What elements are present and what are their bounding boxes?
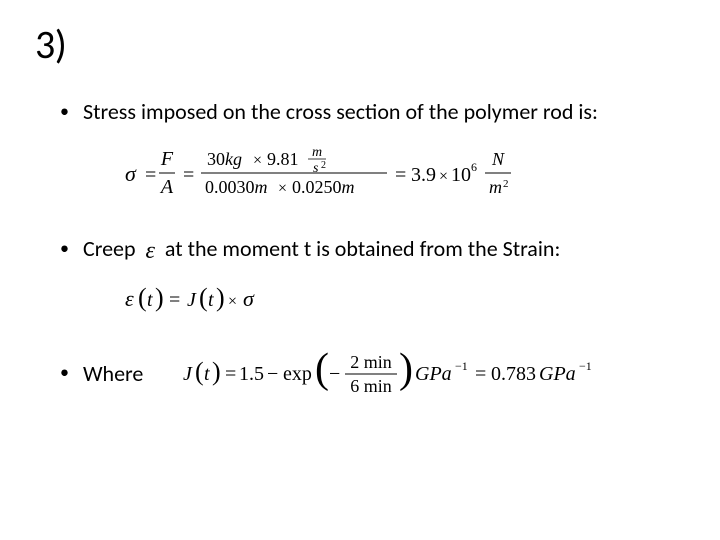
bullet-dot-icon: • bbox=[60, 363, 69, 381]
eq3-inv1: −1 bbox=[455, 359, 468, 373]
svg-text:9.81: 9.81 bbox=[267, 149, 299, 169]
eq3-gpa1: GPa bbox=[415, 363, 452, 385]
eq1-m2: m bbox=[489, 177, 502, 197]
eq3-rbigparen: ) bbox=[399, 348, 413, 392]
eq3-inv2: −1 bbox=[579, 359, 592, 373]
svg-text:×: × bbox=[278, 180, 287, 197]
eq3-exp: exp bbox=[283, 363, 312, 385]
bullet-dot-icon: • bbox=[60, 239, 69, 257]
eq2-rparen-2: ) bbox=[216, 283, 225, 312]
eq3-t: t bbox=[204, 363, 210, 385]
eq2-rparen-1: ) bbox=[155, 283, 164, 312]
svg-text:0.0250m: 0.0250m bbox=[292, 177, 355, 197]
svg-text:s: s bbox=[313, 161, 319, 176]
eq1-sigma: σ bbox=[125, 161, 137, 186]
eq3-num: 2 min bbox=[351, 352, 393, 372]
eq2-epsilon: ε bbox=[125, 286, 134, 311]
slide: 3) • Stress imposed on the cross section… bbox=[0, 0, 720, 540]
eq3-lbigparen: ( bbox=[315, 348, 329, 392]
bullet-2: • Creep ε at the moment t is obtained fr… bbox=[35, 235, 685, 264]
bullet-3-text: Where bbox=[83, 361, 143, 387]
eq3-const: 1.5 bbox=[239, 363, 264, 385]
bullet-2-prefix: Creep bbox=[83, 235, 136, 262]
svg-text:×: × bbox=[253, 152, 262, 169]
eq1-eq3: = bbox=[395, 164, 406, 186]
eq3-lparen-1: ( bbox=[195, 357, 204, 386]
eq1-times-2: × bbox=[439, 168, 448, 185]
eq3-J: J bbox=[183, 363, 193, 385]
eq3-eq2: = bbox=[475, 363, 486, 385]
equation-jt: J ( t ) = 1.5 − exp ( − 2 min 6 min ) GP… bbox=[183, 348, 623, 400]
eq1-ten: 10 bbox=[451, 164, 471, 186]
bullet-3: • Where J ( t ) = 1.5 − exp ( − 2 min 6 … bbox=[35, 348, 685, 400]
bullet-dot-icon: • bbox=[60, 102, 69, 120]
equation-stress: σ = F A = 30kg × 9.81 m s 2 0.0030m × bbox=[125, 143, 685, 205]
eq3-eq1: = bbox=[225, 363, 236, 385]
svg-text:2: 2 bbox=[321, 160, 326, 171]
eq2-sigma: σ bbox=[243, 286, 255, 311]
eq3-minus1: − bbox=[267, 363, 278, 385]
epsilon-symbol: ε bbox=[145, 238, 154, 264]
eq3-minus2: − bbox=[329, 363, 340, 385]
svg-text:m: m bbox=[312, 145, 322, 160]
bullet-2-text: Creep ε at the moment t is obtained from… bbox=[83, 235, 560, 264]
bullet-1-text: Stress imposed on the cross section of t… bbox=[83, 99, 598, 125]
bullet-2-suffix: at the moment t is obtained from the Str… bbox=[165, 235, 560, 262]
eq1-result-coef: 3.9 bbox=[411, 164, 436, 186]
slide-title: 3) bbox=[35, 20, 685, 69]
eq1-m2-exp: 2 bbox=[503, 178, 509, 190]
eq1-exp: 6 bbox=[471, 160, 477, 174]
equation-creep: ε ( t ) = J ( t ) × σ bbox=[125, 282, 685, 318]
eq1-eq1: = bbox=[145, 164, 156, 186]
svg-text:0.0030m: 0.0030m bbox=[205, 177, 268, 197]
eq2-J: J bbox=[187, 289, 197, 311]
eq1-F: F bbox=[160, 148, 174, 170]
eq3-den: 6 min bbox=[351, 376, 393, 396]
eq1-numerator: 30kg × 9.81 m s 2 bbox=[207, 145, 326, 176]
eq2-lparen-2: ( bbox=[199, 283, 208, 312]
eq3-result: 0.783 bbox=[491, 363, 536, 385]
eq1-N: N bbox=[491, 149, 505, 169]
eq2-t1: t bbox=[147, 289, 153, 311]
eq2-eq: = bbox=[169, 289, 180, 311]
eq1-A: A bbox=[159, 176, 174, 198]
eq3-gpa2: GPa bbox=[539, 363, 576, 385]
eq2-t2: t bbox=[208, 289, 214, 311]
eq1-denominator: 0.0030m × 0.0250m bbox=[205, 177, 355, 197]
eq2-lparen-1: ( bbox=[138, 283, 147, 312]
svg-text:30kg: 30kg bbox=[207, 149, 242, 169]
eq1-eq2: = bbox=[183, 164, 194, 186]
eq2-times: × bbox=[228, 293, 237, 310]
bullet-1: • Stress imposed on the cross section of… bbox=[35, 99, 685, 125]
eq3-rparen-1: ) bbox=[212, 357, 221, 386]
